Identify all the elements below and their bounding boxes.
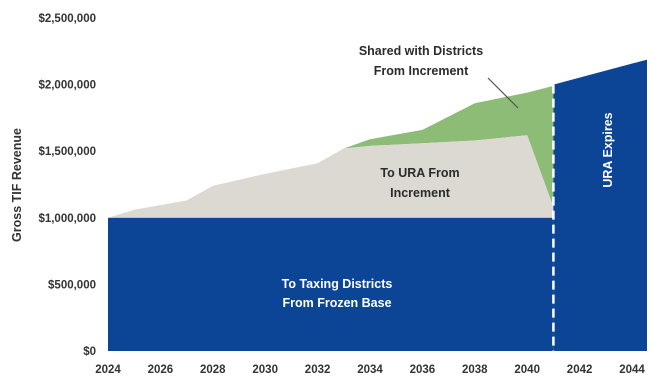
y-tick-label: $500,000 (48, 279, 96, 291)
x-tick-label: 2040 (514, 364, 540, 376)
y-axis-title: Gross TIF Revenue (10, 128, 24, 242)
x-tick-label: 2030 (252, 364, 278, 376)
label-ura-increment: To URA From Increment (380, 166, 459, 200)
y-tick-label: $1,500,000 (38, 146, 96, 158)
area-ura-expires (553, 59, 647, 352)
x-axis-ticks: 2024 2026 2028 2030 2032 2034 2036 2038 2040 2042… (95, 364, 645, 376)
x-tick-label: 2032 (305, 364, 331, 376)
chart-annotations: To Taxing Districts From Frozen Base To UR… (282, 44, 615, 310)
x-tick-label: 2028 (200, 364, 226, 376)
x-tick-label: 2034 (357, 364, 383, 376)
x-tick-label: 2024 (95, 364, 121, 376)
x-tick-label: 2038 (462, 364, 488, 376)
area-shared-with-districts (343, 85, 554, 208)
area-frozen-base (108, 217, 554, 351)
chart-areas (108, 59, 647, 352)
area-ura-from-increment (108, 135, 554, 218)
x-tick-label: 2026 (148, 364, 174, 376)
label-frozen-base: To Taxing Districts From Frozen Base (282, 277, 393, 310)
label-shared-with-districts: Shared with Districts From Increment (359, 44, 483, 78)
y-tick-label: $2,000,000 (38, 80, 96, 92)
shared-annotation-pointer (487, 77, 519, 109)
y-tick-label: $1,000,000 (38, 213, 96, 225)
x-tick-label: 2036 (410, 364, 436, 376)
y-axis-ticks: $0 $500,000 $1,000,000 $1,500,000 $2,000,000… (38, 13, 96, 358)
x-tick-label: 2042 (567, 364, 593, 376)
y-tick-label: $2,500,000 (38, 13, 96, 25)
y-tick-label: $0 (83, 346, 96, 358)
x-tick-label: 2044 (619, 364, 645, 376)
label-ura-expires: URA Expires (601, 112, 615, 187)
